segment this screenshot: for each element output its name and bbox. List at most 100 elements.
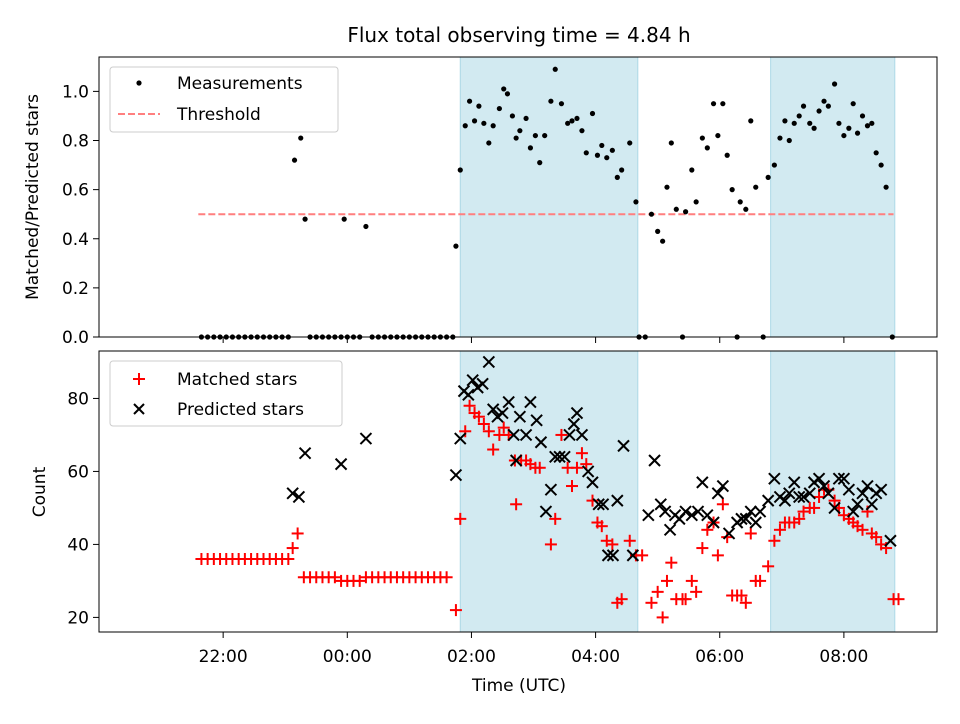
matched-point [739,596,752,609]
matched-point [685,574,698,587]
predicted-point-b [334,457,348,471]
predicted-point [586,476,599,489]
observing-window-2 [770,56,896,338]
predicted-point [544,483,558,496]
bottom-x-ticks: 22:00 00:00 02:00 04:00 06:00 08:00 [199,632,868,667]
measurement-point [633,199,639,205]
predicted-point [596,498,610,511]
predicted-point-b [567,417,581,431]
predicted-point-b [496,406,509,420]
predicted-point [509,454,523,467]
legend-predicted-marker [133,403,145,415]
predicted-point-b [822,487,835,500]
predicted-point [761,494,775,507]
matched-point [701,523,714,536]
measurement-point [737,199,743,205]
predicted-point-b [563,428,576,442]
predicted-point [502,395,515,409]
predicted-point-b [648,454,661,467]
predicted-point [534,436,548,449]
predicted-point [884,534,897,547]
predicted-point-b [462,388,475,401]
measurement-point [673,206,679,212]
measurement-point [527,145,534,151]
measurement-point [501,86,507,92]
measurement-point [298,135,304,141]
bottom-predicted-points [286,355,897,562]
predicted-point [617,439,630,453]
matched-point [690,585,703,598]
predicted-point [563,428,576,442]
measurement-point [753,184,759,190]
matched-point [615,593,628,606]
predicted-point-b [722,527,736,540]
predicted-point-b [513,410,527,423]
measurement-point [481,120,487,126]
matched-point [487,443,500,456]
predicted-point [716,479,730,493]
measurement-point [841,132,847,139]
predicted-point [449,468,463,482]
matched-point [645,596,658,609]
measurement-point [457,167,463,173]
predicted-point-b [837,472,851,485]
predicted-point-b [611,494,624,507]
measurement-point [689,167,695,173]
measurement-point [569,118,575,124]
matched-point [555,428,568,441]
predicted-point-b [530,414,543,427]
predicted-point-b [617,439,630,453]
matched-point [544,538,557,551]
matched-point [813,490,826,503]
top-legend: Measurements Threshold [109,66,339,133]
predicted-point [851,498,864,511]
matched-point [497,421,510,434]
predicted-point [792,490,806,504]
predicted-point [286,487,299,500]
predicted-point-b [783,487,796,500]
predicted-point-b [601,549,615,562]
predicted-point-b [539,505,553,518]
measurement-point [869,120,875,126]
predicted-point-b [519,428,533,442]
predicted-point-b [586,476,599,489]
measurement-point [878,162,884,168]
bottom-legend: Matched stars Predicted stars [109,360,343,427]
bottom-x-tick-label: 00:00 [323,647,372,667]
measurement-point [476,103,482,109]
predicted-point-b [812,472,826,485]
top-legend-box [109,66,339,133]
legend-matched-label: Matched stars [177,370,297,390]
bottom-x-tick-label: 02:00 [447,647,496,667]
figure-title: Flux total observing time = 4.84 h [347,23,690,47]
predicted-point [822,487,835,500]
predicted-point [611,494,624,507]
predicted-point [817,479,831,493]
predicted-point [722,527,736,540]
predicted-point-b [884,534,897,547]
bottom-x-tick-label: 08:00 [819,647,868,667]
matched-point [721,531,734,544]
predicted-point [658,505,672,518]
measurement-point [583,150,589,156]
measurement-point [594,152,601,158]
measurement-point [599,142,605,149]
predicted-point-b [486,403,500,416]
measurement-point [627,140,633,146]
matched-point [477,417,490,430]
measurement-point [542,132,548,139]
measurement-point [558,101,565,107]
predicted-point-b [832,472,846,485]
top-x-ticks [222,337,845,343]
measurement-point [589,110,596,117]
top-y-tick-label: 0.4 [62,230,89,250]
bottom-axes-frame [98,350,938,633]
predicted-point-b [861,479,874,493]
matched-point [472,410,485,423]
measurement-point [574,115,580,122]
top-observing-windows [459,56,896,338]
predicted-point [778,494,792,507]
matched-point [754,574,767,587]
top-y-tick-label: 0.8 [62,132,89,152]
measurement-point [777,135,783,141]
